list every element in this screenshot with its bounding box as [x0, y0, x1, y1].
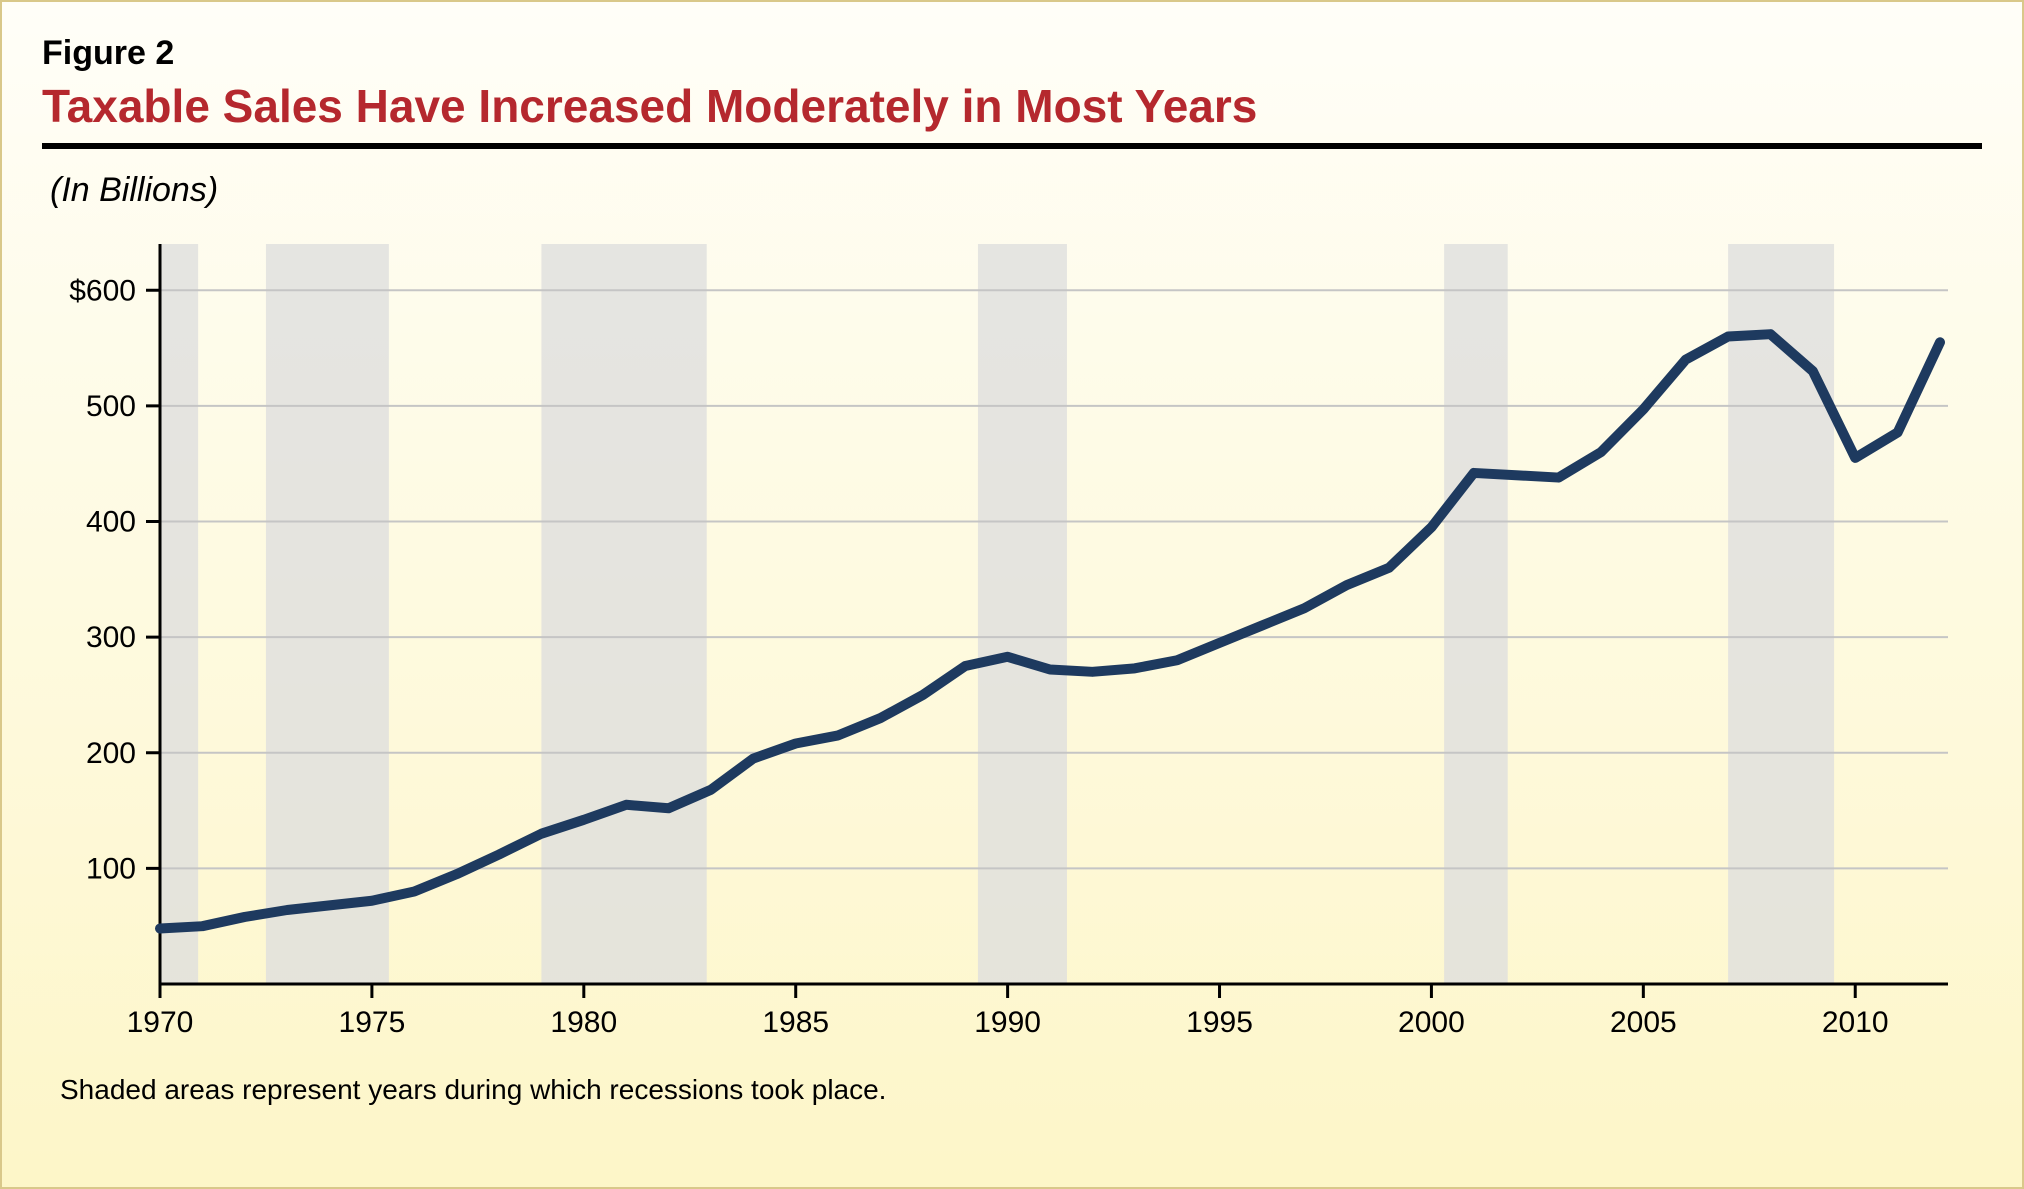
footnote: Shaded areas represent years during whic…	[60, 1074, 1982, 1106]
figure-number: Figure 2	[42, 34, 1982, 73]
svg-text:1985: 1985	[762, 1006, 829, 1039]
svg-text:2005: 2005	[1610, 1006, 1677, 1039]
svg-text:2000: 2000	[1398, 1006, 1465, 1039]
figure-title: Taxable Sales Have Increased Moderately …	[42, 79, 1982, 133]
svg-text:1980: 1980	[550, 1006, 617, 1039]
svg-text:1995: 1995	[1186, 1006, 1253, 1039]
unit-label: (In Billions)	[50, 171, 1982, 210]
svg-text:100: 100	[86, 852, 136, 885]
title-rule	[42, 143, 1982, 149]
svg-text:500: 500	[86, 390, 136, 423]
line-chart: 100 200 300 400 500 $600 1970 1975 1980 1985 1990 1…	[50, 224, 1970, 1054]
svg-text:200: 200	[86, 737, 136, 770]
svg-text:400: 400	[86, 506, 136, 539]
svg-text:1970: 1970	[127, 1006, 194, 1039]
chart-area: 100 200 300 400 500 $600 1970 1975 1980 1985 1990 1…	[50, 224, 1982, 1054]
svg-text:300: 300	[86, 621, 136, 654]
svg-text:1990: 1990	[974, 1006, 1041, 1039]
svg-text:$600: $600	[69, 274, 136, 307]
figure-container: Figure 2 Taxable Sales Have Increased Mo…	[0, 0, 2024, 1189]
svg-text:2010: 2010	[1822, 1006, 1889, 1039]
svg-text:1975: 1975	[339, 1006, 406, 1039]
